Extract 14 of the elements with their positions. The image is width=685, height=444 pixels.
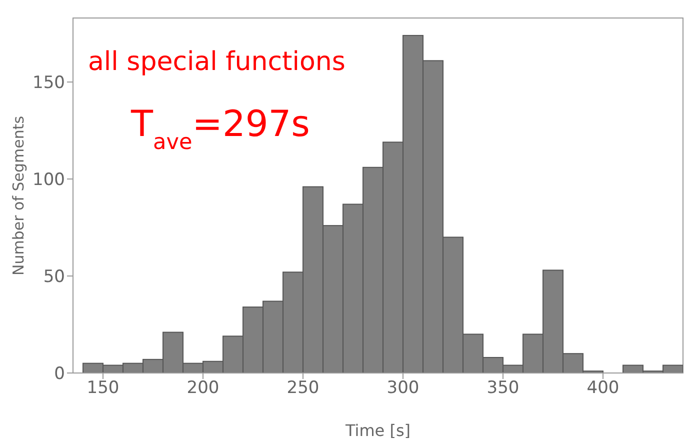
- x-tick-label: 200: [186, 378, 220, 398]
- x-tick-label: 300: [386, 378, 420, 398]
- x-tick-label: 350: [486, 378, 520, 398]
- y-tick-label: 150: [32, 73, 65, 94]
- x-axis-title: Time [s]: [344, 421, 411, 440]
- y-axis-title: Number of Segments: [9, 116, 28, 276]
- y-tick-label: 100: [32, 170, 65, 190]
- y-tick-label: 0: [54, 364, 65, 384]
- x-tick-label: 400: [586, 378, 620, 398]
- x-tick-label: 150: [86, 378, 120, 398]
- annotation: all special functions: [88, 47, 346, 77]
- x-tick-label: 250: [286, 378, 320, 398]
- y-tick-label: 50: [43, 267, 65, 288]
- annotation: T$_{ave}$=297s: [130, 104, 310, 154]
